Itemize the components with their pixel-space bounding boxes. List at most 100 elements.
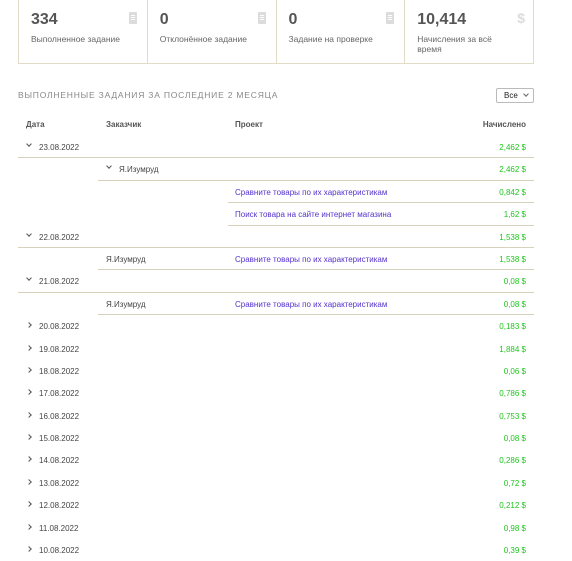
column-date: Дата — [26, 120, 45, 129]
dollar-icon: $ — [517, 10, 525, 26]
chevron-down-icon[interactable] — [26, 141, 32, 147]
row-divider — [18, 157, 534, 159]
chevron-down-icon[interactable] — [26, 275, 32, 282]
stat-label: Выполненное задание — [31, 34, 120, 44]
table-body: 23.08.2022 2,462 $ Я.Изумруд 2,462 $ Сравнит… — [18, 136, 534, 561]
row-amount: 2,462 $ — [499, 165, 526, 175]
stat-label: Задание на проверке — [288, 34, 373, 44]
row-amount: 1,884 $ — [499, 344, 526, 354]
table-row[interactable]: 10.08.2022 0,39 $ — [18, 539, 534, 561]
stats-panel: 334 Выполненное задание 0 Отклонённое за… — [18, 0, 534, 64]
tasks-table: Дата Заказчик Проект Начислено 23.08.202… — [18, 112, 534, 561]
table-row[interactable]: 22.08.2022 1,538 $ — [18, 226, 534, 248]
stat-value: 0 — [288, 11, 298, 28]
row-date: 11.08.2022 — [39, 523, 79, 533]
row-project-link[interactable]: Сравните товары по их характеристикам — [235, 254, 388, 264]
row-amount: 0,753 $ — [499, 411, 526, 421]
table-row[interactable]: 20.08.2022 0,183 $ — [18, 315, 534, 337]
stat-label: Начисления за всё время — [417, 34, 492, 54]
row-customer: Я.Изумруд — [106, 254, 146, 264]
table-row: Сравните товары по их характеристикам 0,8… — [18, 181, 534, 204]
row-divider — [98, 314, 534, 316]
table-row[interactable]: 13.08.2022 0,72 $ — [18, 472, 534, 494]
table-row: Поиск товара на сайте интернет магазина 1… — [18, 203, 534, 226]
stat-completed: 334 Выполненное задание — [19, 0, 148, 63]
chevron-right-icon[interactable] — [26, 411, 32, 418]
table-row[interactable]: 16.08.2022 0,753 $ — [18, 405, 534, 427]
row-amount: 1,538 $ — [499, 254, 526, 264]
chevron-right-icon[interactable] — [26, 501, 32, 508]
row-date: 18.08.2022 — [39, 366, 80, 376]
chevron-right-icon[interactable] — [26, 344, 32, 351]
chevron-right-icon[interactable] — [26, 479, 32, 485]
row-amount: 1,62 $ — [503, 210, 526, 220]
chevron-right-icon[interactable] — [26, 389, 32, 396]
row-amount: 0,08 $ — [503, 277, 526, 287]
row-project-link[interactable]: Сравните товары по их характеристикам — [235, 299, 388, 309]
row-date: 19.08.2022 — [39, 344, 80, 354]
row-divider — [98, 179, 534, 181]
row-amount: 1,538 $ — [499, 232, 526, 242]
row-project-link[interactable]: Поиск товара на сайте интернет магазина — [235, 210, 392, 220]
column-project: Проект — [235, 120, 263, 129]
chevron-right-icon[interactable] — [26, 456, 32, 463]
row-amount: 0,98 $ — [503, 523, 526, 533]
row-amount: 0,39 $ — [503, 546, 526, 556]
row-amount: 2,462 $ — [499, 143, 526, 152]
chevron-down-icon[interactable] — [26, 230, 32, 237]
stat-in-review: 0 Задание на проверке — [277, 0, 406, 63]
row-amount: 0,786 $ — [499, 389, 526, 399]
document-icon — [386, 12, 395, 24]
stat-total-earnings: 10,414 Начисления за всё время $ — [405, 0, 533, 63]
table-row[interactable]: 18.08.2022 0,06 $ — [18, 360, 534, 382]
document-icon — [257, 12, 266, 24]
chevron-down-icon — [523, 91, 529, 97]
row-date: 23.08.2022 — [39, 143, 80, 152]
row-date: 22.08.2022 — [39, 232, 80, 242]
row-date: 13.08.2022 — [39, 478, 80, 488]
table-row[interactable]: 17.08.2022 0,786 $ — [18, 382, 534, 404]
stat-label: Отклонённое задание — [159, 34, 247, 44]
row-date: 20.08.2022 — [39, 322, 80, 332]
table-header: Дата Заказчик Проект Начислено — [18, 112, 534, 136]
chevron-right-icon[interactable] — [26, 523, 32, 530]
row-amount: 0,72 $ — [503, 478, 526, 488]
chevron-right-icon[interactable] — [26, 434, 32, 440]
row-date: 10.08.2022 — [39, 546, 80, 556]
row-divider — [228, 224, 534, 226]
row-project-link[interactable]: Сравните товары по их характеристикам — [235, 187, 388, 197]
table-row[interactable]: 21.08.2022 0,08 $ — [18, 270, 534, 293]
row-divider — [228, 202, 534, 204]
row-amount: 0,842 $ — [499, 187, 526, 197]
chevron-right-icon[interactable] — [26, 367, 32, 373]
stat-rejected: 0 Отклонённое задание — [148, 0, 277, 63]
row-date: 21.08.2022 — [39, 277, 80, 287]
chevron-right-icon[interactable] — [26, 322, 32, 328]
table-row[interactable]: 12.08.2022 0,212 $ — [18, 494, 534, 516]
chevron-right-icon[interactable] — [26, 546, 32, 552]
table-row[interactable]: Я.Изумруд 2,462 $ — [18, 158, 534, 181]
table-row[interactable]: 23.08.2022 2,462 $ — [18, 136, 534, 159]
column-amount: Начислено — [482, 120, 526, 129]
row-amount: 0,06 $ — [503, 366, 526, 376]
stat-value: 10,414 — [417, 11, 467, 28]
table-row[interactable]: 11.08.2022 0,98 $ — [18, 517, 534, 539]
chevron-down-icon[interactable] — [106, 163, 112, 170]
row-divider — [98, 269, 534, 271]
row-date: 17.08.2022 — [39, 389, 80, 399]
row-amount: 0,183 $ — [499, 322, 526, 332]
row-date: 15.08.2022 — [39, 434, 80, 444]
table-row[interactable]: 14.08.2022 0,286 $ — [18, 449, 534, 471]
column-customer: Заказчик — [106, 120, 142, 129]
filter-select[interactable]: Все — [496, 88, 534, 103]
table-row[interactable]: 19.08.2022 1,884 $ — [18, 338, 534, 360]
filter-selected-value: Все — [504, 91, 518, 100]
row-date: 14.08.2022 — [39, 456, 80, 466]
document-icon — [128, 12, 137, 24]
row-amount: 0,286 $ — [499, 456, 526, 466]
section-title: ВЫПОЛНЕННЫЕ ЗАДАНИЯ ЗА ПОСЛЕДНИЕ 2 МЕСЯЦ… — [18, 90, 279, 100]
row-customer: Я.Изумруд — [119, 165, 159, 175]
table-row[interactable]: 15.08.2022 0,08 $ — [18, 427, 534, 449]
row-date: 12.08.2022 — [39, 501, 80, 511]
row-amount: 0,08 $ — [503, 299, 526, 309]
